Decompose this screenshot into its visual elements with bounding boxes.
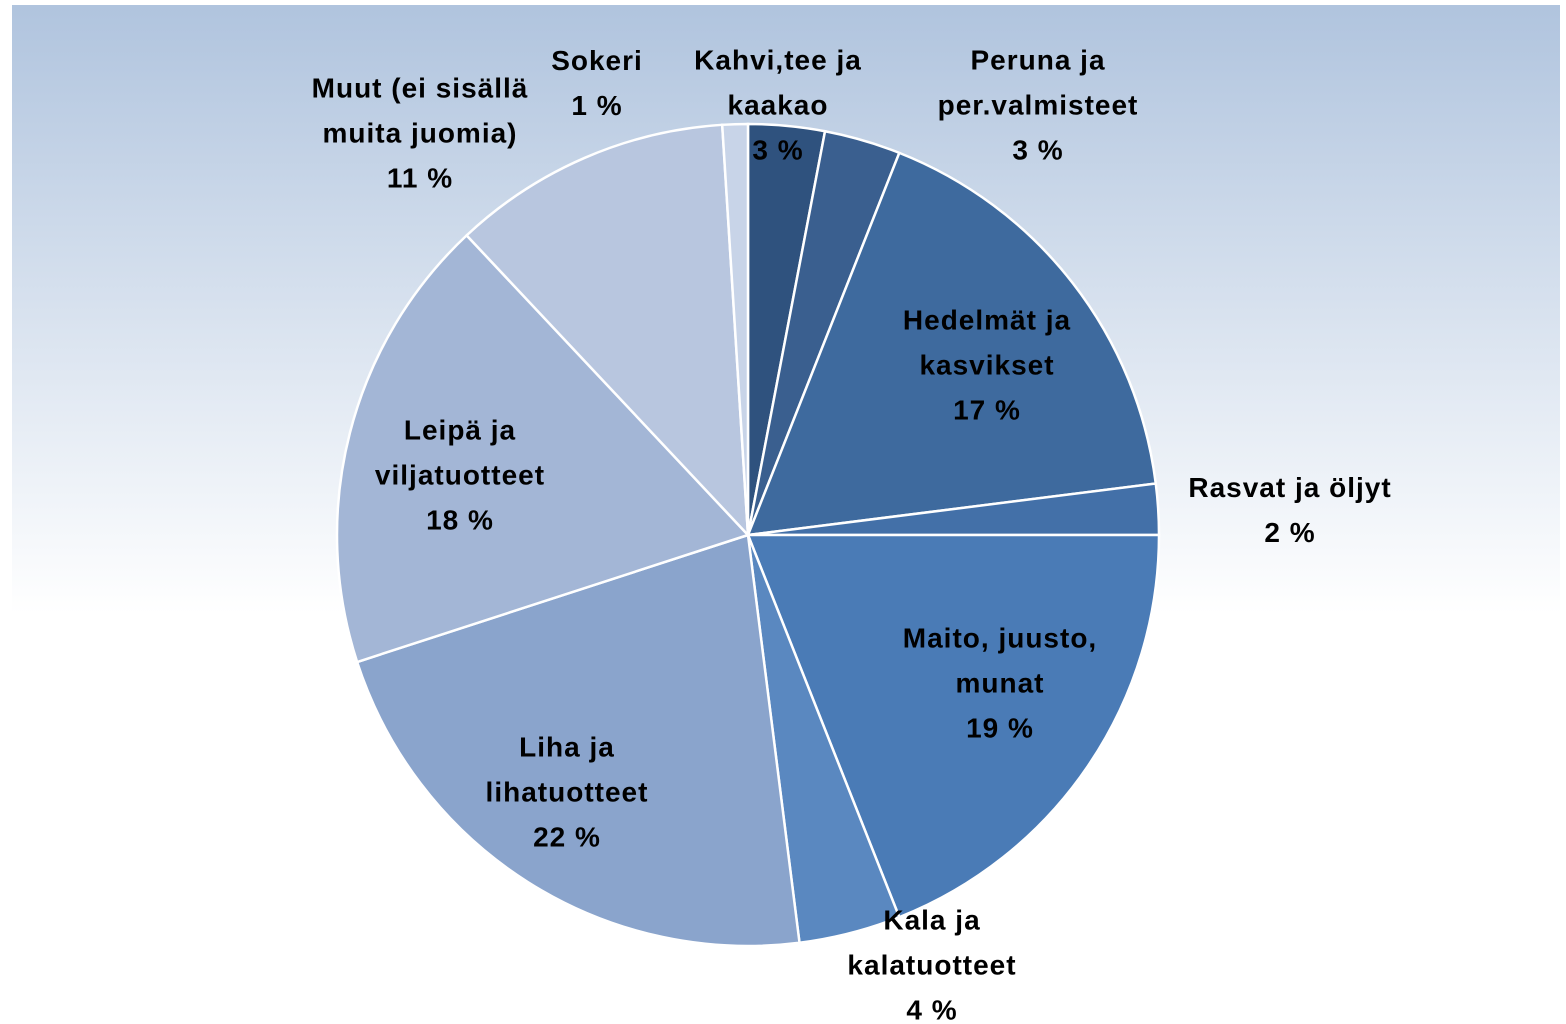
category-label: Maito, juusto, munat <box>902 622 1098 699</box>
value-label: 1 % <box>571 90 623 121</box>
category-label: Peruna ja per.valmisteet <box>937 44 1139 121</box>
pie-slice <box>720 122 750 536</box>
slice-label: Hedelmät ja kasvikset 17 % <box>872 298 1102 433</box>
category-label: Liha ja lihatuotteet <box>485 731 649 808</box>
pie-slice <box>355 533 801 948</box>
category-label: Leipä ja viljatuotteet <box>374 414 546 491</box>
slice-label: Kahvi,tee ja kaakao 3 % <box>663 38 893 173</box>
value-label: 3 % <box>752 134 804 166</box>
value-label: 2 % <box>1264 517 1316 548</box>
pie <box>335 122 1161 948</box>
value-label: 18 % <box>426 504 494 536</box>
slice-label: Kala ja kalatuotteet 4 % <box>807 898 1057 1024</box>
category-label: Hedelmät ja kasvikset <box>902 304 1072 381</box>
slice-label: Leipä ja viljatuotteet 18 % <box>340 408 580 543</box>
value-label: 11 % <box>386 162 454 194</box>
value-label: 17 % <box>953 394 1021 426</box>
pie-slice <box>464 123 750 539</box>
value-label: 3 % <box>1012 134 1064 166</box>
value-label: 4 % <box>906 994 958 1024</box>
slice-label: Rasvat ja öljyt 2 % <box>1155 465 1425 555</box>
value-label: 19 % <box>966 712 1034 744</box>
category-label: Sokeri <box>551 45 643 76</box>
pie-slice <box>746 151 1158 537</box>
category-label: Muut (ei sisällä muita juomia) <box>311 72 529 149</box>
category-label: Kahvi,tee ja kaakao <box>694 44 862 121</box>
pie-slice <box>335 233 751 664</box>
value-label: 22 % <box>533 821 601 853</box>
category-label: Rasvat ja öljyt <box>1188 472 1392 503</box>
slice-label: Peruna ja per.valmisteet 3 % <box>903 38 1173 173</box>
category-label: Kala ja kalatuotteet <box>847 904 1017 981</box>
pie-slice <box>746 533 1161 919</box>
slice-label: Muut (ei sisällä muita juomia) 11 % <box>298 66 543 201</box>
slice-label: Sokeri 1 % <box>532 38 662 128</box>
slice-label: Maito, juusto, munat 19 % <box>870 616 1130 751</box>
slice-label: Liha ja lihatuotteet 22 % <box>447 725 687 860</box>
